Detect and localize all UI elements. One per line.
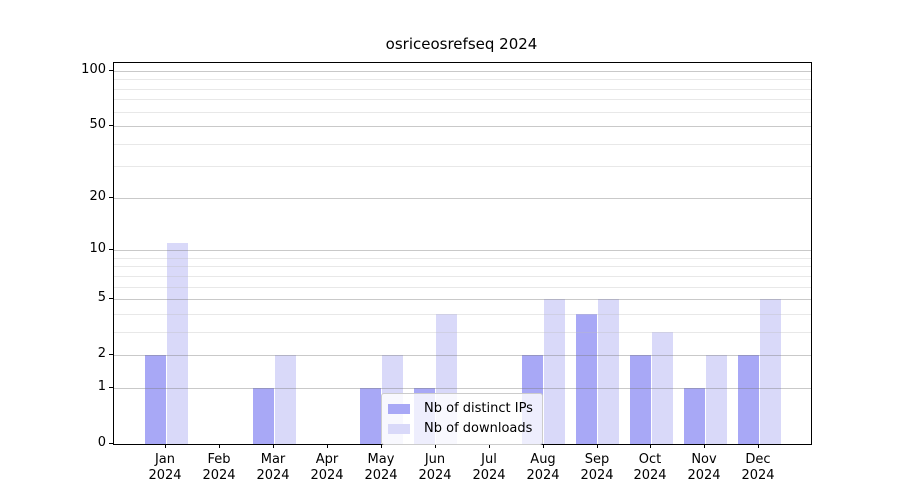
gridline-major	[114, 126, 811, 127]
x-tick-label-jul: Jul 2024	[472, 452, 506, 483]
plot-area: Nb of distinct IPs Nb of downloads	[113, 62, 812, 445]
legend-swatch-distinct-ips-icon	[388, 404, 410, 414]
grid-layer	[114, 63, 811, 444]
legend-label-downloads: Nb of downloads	[424, 421, 533, 436]
legend: Nb of distinct IPs Nb of downloads	[381, 393, 543, 445]
y-tickmark	[109, 249, 113, 250]
gridline-major	[114, 198, 811, 199]
gridline-minor	[114, 144, 811, 145]
bar-downloads-aug	[544, 299, 565, 444]
x-tick-label-feb: Feb 2024	[202, 452, 236, 483]
gridline-major	[114, 71, 811, 72]
x-tickmark	[381, 444, 382, 448]
x-tickmark	[219, 444, 220, 448]
gridline-minor	[114, 166, 811, 167]
bar-downloads-oct	[652, 332, 673, 444]
gridline-minor	[114, 314, 811, 315]
x-tick-label-aug: Aug 2024	[526, 452, 560, 483]
gridline-minor	[114, 287, 811, 288]
x-tickmark	[597, 444, 598, 448]
bar-downloads-jan	[167, 243, 188, 444]
x-tick-label-jun: Jun 2024	[418, 452, 452, 483]
chart-title: osriceosrefseq 2024	[385, 35, 538, 53]
gridline-minor	[114, 99, 811, 100]
y-tick-label: 50	[89, 117, 106, 132]
x-tick-label-mar: Mar 2024	[256, 452, 290, 483]
bar-downloads-nov	[706, 355, 727, 444]
bar-distinct-ips-jan	[145, 355, 166, 444]
gridline-minor	[114, 266, 811, 267]
bar-downloads-mar	[275, 355, 296, 444]
y-tickmark	[109, 70, 113, 71]
x-tick-label-apr: Apr 2024	[310, 452, 344, 483]
gridline-major	[114, 299, 811, 300]
gridline-minor	[114, 79, 811, 80]
bar-distinct-ips-oct	[630, 355, 651, 444]
y-tick-label: 10	[89, 241, 106, 256]
gridline-minor	[114, 332, 811, 333]
x-tick-label-oct: Oct 2024	[633, 452, 667, 483]
y-tick-label: 2	[97, 346, 106, 361]
x-tick-label-may: May 2024	[364, 452, 398, 483]
x-tick-label-sep: Sep 2024	[580, 452, 614, 483]
y-tickmark	[109, 197, 113, 198]
x-tickmark	[543, 444, 544, 448]
x-tickmark	[327, 444, 328, 448]
y-tickmark	[109, 443, 113, 444]
y-tick-label: 0	[97, 435, 106, 450]
gridline-major	[114, 388, 811, 389]
gridline-major	[114, 250, 811, 251]
y-tickmark	[109, 387, 113, 388]
x-tickmark	[650, 444, 651, 448]
bar-distinct-ips-nov	[684, 388, 705, 444]
y-tickmark	[109, 354, 113, 355]
y-tickmark	[109, 125, 113, 126]
gridline-minor	[114, 112, 811, 113]
x-tick-label-nov: Nov 2024	[687, 452, 721, 483]
x-tick-label-jan: Jan 2024	[148, 452, 182, 483]
y-tick-label: 5	[97, 290, 106, 305]
legend-entry-distinct-ips: Nb of distinct IPs	[388, 399, 533, 419]
x-tickmark	[273, 444, 274, 448]
bar-distinct-ips-mar	[253, 388, 274, 444]
x-tickmark	[489, 444, 490, 448]
bar-distinct-ips-dec	[738, 355, 759, 444]
bar-distinct-ips-sep	[576, 314, 597, 444]
x-tickmark	[758, 444, 759, 448]
y-tick-label: 20	[89, 189, 106, 204]
y-tickmark	[109, 298, 113, 299]
y-tick-label: 1	[97, 379, 106, 394]
bar-distinct-ips-may	[360, 388, 381, 444]
x-tickmark	[704, 444, 705, 448]
y-tick-label: 100	[81, 62, 106, 77]
bar-downloads-sep	[598, 299, 619, 444]
legend-label-distinct-ips: Nb of distinct IPs	[424, 401, 533, 416]
gridline-minor	[114, 276, 811, 277]
x-tickmark	[165, 444, 166, 448]
bar-downloads-dec	[760, 299, 781, 444]
legend-entry-downloads: Nb of downloads	[388, 419, 533, 439]
legend-swatch-downloads-icon	[388, 424, 410, 434]
gridline-minor	[114, 89, 811, 90]
gridline-major	[114, 355, 811, 356]
gridline-minor	[114, 258, 811, 259]
x-tick-label-dec: Dec 2024	[741, 452, 775, 483]
x-tickmark	[435, 444, 436, 448]
